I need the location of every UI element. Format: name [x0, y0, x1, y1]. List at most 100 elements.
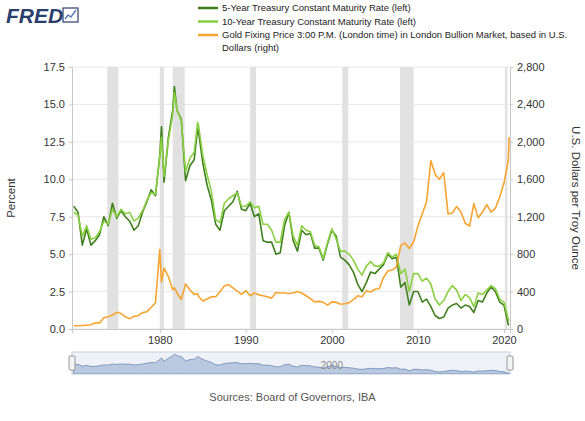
tick: 2000 — [320, 329, 344, 346]
tick-mark — [69, 179, 72, 180]
source-note: Sources: Board of Governors, IBA — [209, 391, 376, 403]
tick: 2020 — [492, 329, 516, 346]
grid-line — [72, 254, 510, 255]
navigator-area — [74, 354, 509, 374]
tick: 2.5 — [50, 286, 72, 298]
tick-label: 400 — [517, 286, 535, 298]
axis-title: Percent — [5, 177, 17, 217]
tick-mark — [418, 329, 419, 333]
tick-mark — [69, 104, 72, 105]
tick-label: 1980 — [148, 334, 172, 346]
legend-swatch — [198, 20, 218, 23]
axis-title: U.S. Dollars per Troy Ounce — [570, 126, 582, 270]
tick: 400 — [510, 286, 535, 298]
tick: 2,400 — [510, 98, 545, 110]
tick-label: 5.0 — [50, 248, 65, 260]
tick: 5.0 — [50, 248, 72, 260]
tick: 1,600 — [510, 173, 545, 185]
axis-line — [73, 330, 511, 334]
tick-mark — [69, 254, 72, 255]
navigator-handle — [507, 356, 513, 370]
grid-line — [72, 216, 510, 217]
grid — [72, 67, 510, 329]
background — [0, 0, 585, 421]
legend-label: 5-Year Treasury Constant Maturity Rate (… — [222, 2, 411, 13]
tick: 15.0 — [44, 98, 72, 110]
tick: 800 — [510, 248, 535, 260]
recession-band — [250, 67, 256, 329]
tick-mark — [69, 292, 72, 293]
navigator-plot — [74, 354, 509, 374]
legend-label-line: 5-Year Treasury Constant Maturity Rate (… — [222, 2, 411, 13]
grid-line — [72, 104, 510, 105]
tick-label: 1,200 — [517, 211, 545, 223]
legend-label-line: Gold Fixing Price 3:00 P.M. (London time… — [222, 29, 567, 40]
axis: 1980 1990 2000 2010 2020 — [73, 329, 517, 346]
series-line — [74, 86, 509, 324]
tick-mark — [510, 254, 513, 255]
legend-swatch — [198, 7, 218, 10]
axis: 0.0 2.5 5.0 7.5 10.0 12.5 15.0 17.5 — [44, 61, 73, 335]
grid-line — [72, 141, 510, 142]
tick: 10.0 — [44, 173, 72, 185]
tick-label: 0.0 — [50, 323, 65, 335]
tick-label: 10.0 — [44, 173, 65, 185]
recession-band — [505, 67, 508, 329]
tick-mark — [510, 142, 513, 143]
tick-mark — [510, 67, 513, 68]
series-line — [74, 137, 509, 326]
logo-icon — [63, 8, 78, 22]
tick-label: 2,400 — [517, 98, 545, 110]
tick: 1980 — [148, 329, 172, 346]
tick-label: 17.5 — [44, 61, 65, 73]
tick-label: 7.5 — [50, 211, 65, 223]
tick: 2,000 — [510, 136, 545, 148]
recession-band — [342, 67, 348, 329]
tick-mark — [332, 329, 333, 333]
navigator: 2000 — [69, 352, 513, 374]
grid-line — [72, 291, 510, 292]
tick-label: 2000 — [320, 334, 344, 346]
tick-mark — [69, 329, 72, 330]
tick-mark — [69, 217, 72, 218]
axis-line — [511, 68, 514, 330]
legend-label-line: Dollars (right) — [222, 42, 279, 53]
axis: 0 400 800 1,200 1,600 2,000 2,400 2,800 — [510, 61, 545, 335]
legend-swatch — [198, 34, 218, 37]
navigator-handle — [69, 356, 75, 370]
tick-label: 2,000 — [517, 136, 545, 148]
tick-label: 15.0 — [44, 98, 65, 110]
tick: 7.5 — [50, 211, 72, 223]
navigator-tick-label: 2000 — [321, 360, 344, 371]
tick-label: 0 — [517, 323, 523, 335]
tick-mark — [69, 142, 72, 143]
tick-mark — [160, 329, 161, 333]
tick: 2,800 — [510, 61, 545, 73]
plot-area — [74, 67, 509, 329]
grid-line — [72, 67, 510, 68]
tick-mark — [69, 67, 72, 68]
logo-text: FRED — [6, 4, 63, 27]
tick-mark — [510, 217, 513, 218]
legend-label: 10-Year Treasury Constant Maturity Rate … — [222, 16, 416, 27]
logo: FRED — [6, 4, 78, 27]
tick-label: 12.5 — [44, 136, 65, 148]
tick-label: 1990 — [234, 334, 258, 346]
tick: 1990 — [234, 329, 258, 346]
legend-label: Gold Fixing Price 3:00 P.M. (London time… — [222, 29, 567, 53]
tick: 12.5 — [44, 136, 72, 148]
recession-band — [160, 67, 164, 329]
tick-label: 2,800 — [517, 61, 545, 73]
tick-label: 2.5 — [50, 286, 65, 298]
logo-icon-line — [65, 10, 76, 19]
tick-label: 2010 — [406, 334, 430, 346]
series-line — [74, 92, 509, 320]
axis-line — [69, 68, 73, 330]
tick: 17.5 — [44, 61, 72, 73]
tick-label: 1,600 — [517, 173, 545, 185]
tick-label: 800 — [517, 248, 535, 260]
recession-band — [107, 67, 118, 329]
chart-container: FRED 5-Year Treasury Constant Maturity Ra… — [0, 0, 585, 421]
tick-mark — [504, 329, 505, 333]
legend-label-line: 10-Year Treasury Constant Maturity Rate … — [222, 16, 416, 27]
